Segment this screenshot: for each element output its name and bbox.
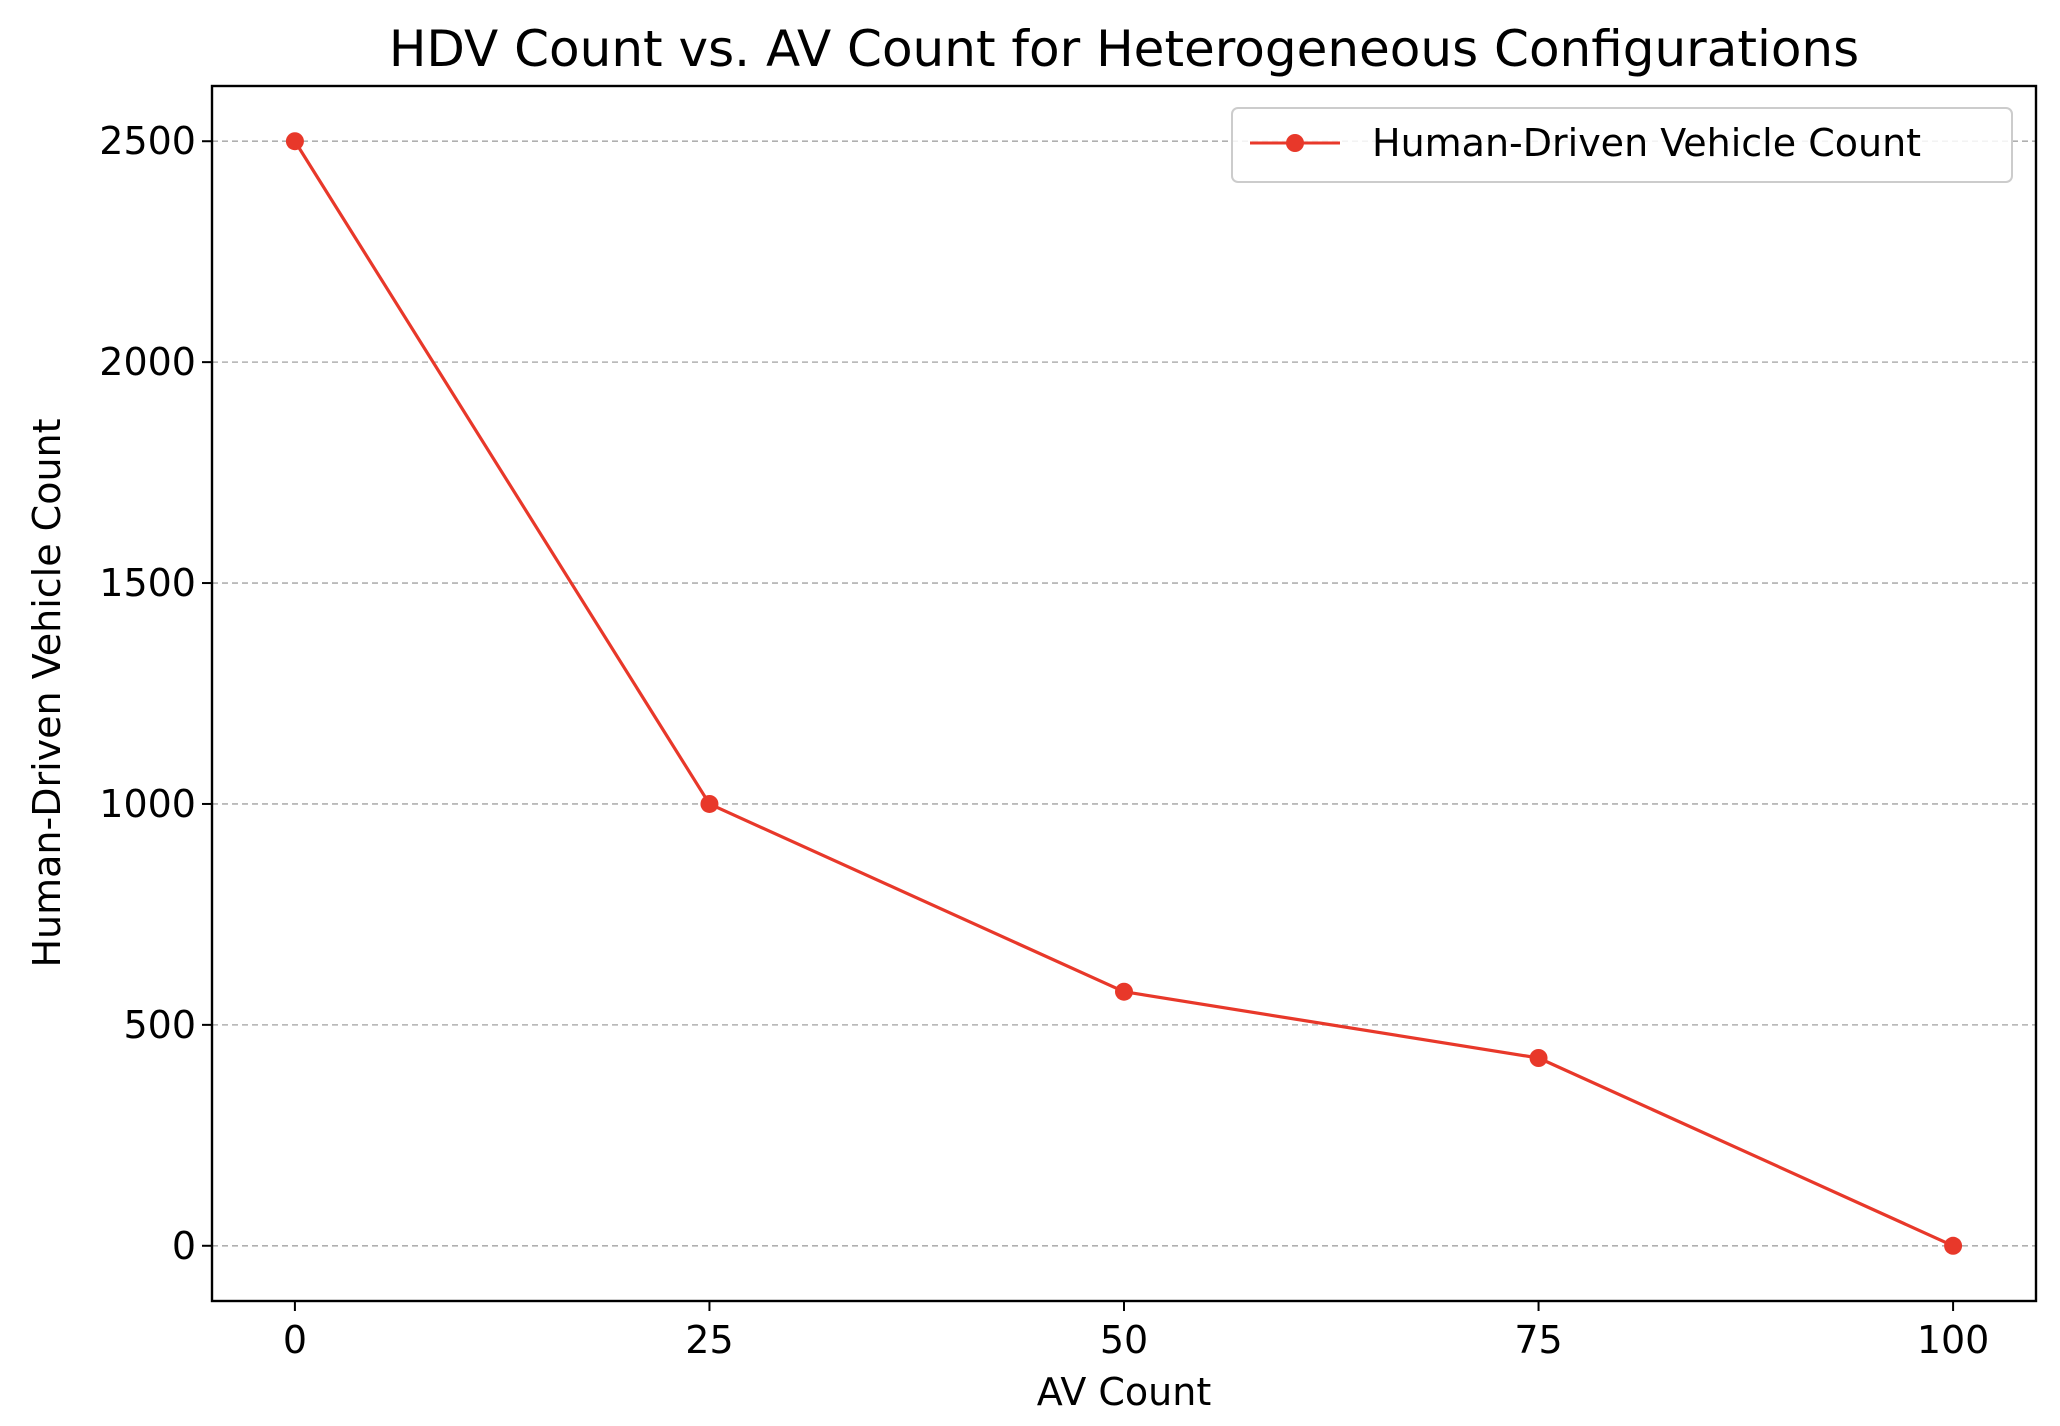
axis-ticks: 0 500 1000 1500 2000 2500 0 25 50 75 100 <box>99 119 1989 1362</box>
x-tick-label: 50 <box>1100 1318 1148 1362</box>
gridlines <box>212 140 2036 1247</box>
legend-marker-swatch <box>1286 134 1304 152</box>
chart-title: HDV Count vs. AV Count for Heterogeneous… <box>389 20 1859 78</box>
data-point <box>700 794 719 813</box>
legend: Human-Driven Vehicle Count <box>1231 107 2013 183</box>
y-axis-label: Human-Driven Vehicle Count <box>25 418 69 967</box>
x-tick-label: 0 <box>283 1318 307 1362</box>
legend-frame <box>1231 107 2013 183</box>
y-tick-label: 1000 <box>99 782 196 826</box>
x-tick-label: 100 <box>1917 1318 1990 1362</box>
y-tick-label: 500 <box>123 1003 196 1047</box>
y-tick-label: 1500 <box>99 561 196 605</box>
data-point <box>1115 982 1133 1001</box>
series-layer <box>285 132 1963 1255</box>
x-axis-label: AV Count <box>1037 1370 1212 1414</box>
y-tick-label: 2500 <box>99 119 196 163</box>
x-tick-label: 25 <box>685 1318 733 1362</box>
x-tick-label: 75 <box>1514 1318 1562 1362</box>
y-tick-label: 0 <box>172 1224 196 1268</box>
legend-label: Human-Driven Vehicle Count <box>1372 121 1921 165</box>
data-point <box>285 132 304 151</box>
data-point <box>1944 1236 1963 1255</box>
y-tick-label: 2000 <box>99 340 196 384</box>
data-point <box>1529 1049 1548 1067</box>
